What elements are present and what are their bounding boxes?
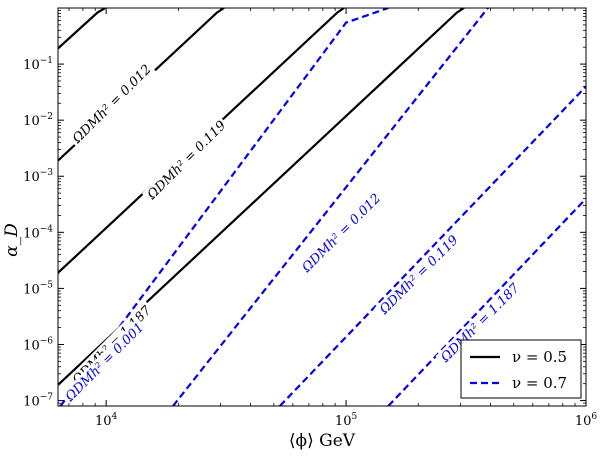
legend-label-0: ν = 0.5 <box>512 348 567 366</box>
legend: ν = 0.5 ν = 0.7 <box>460 339 582 399</box>
series-line-7 <box>387 197 586 406</box>
series-line-4 <box>59 8 389 406</box>
y-tick-label-5: 10−2 <box>23 112 53 129</box>
y-tick-label-4: 10−3 <box>23 168 53 185</box>
x-tick-label-1: 105 <box>335 412 358 429</box>
series-line-3 <box>58 8 465 386</box>
x-tick-label-0: 104 <box>95 412 118 429</box>
legend-box <box>460 339 582 399</box>
y-axis-label: α_D <box>2 223 22 257</box>
y-tick-label-0: 10−7 <box>23 393 53 410</box>
series-line-5 <box>172 8 489 406</box>
legend-label-1: ν = 0.7 <box>512 374 567 392</box>
plot-frame <box>57 7 587 407</box>
y-tick-label-1: 10−6 <box>23 336 53 353</box>
series-line-6 <box>279 85 586 406</box>
y-tick-label-3: 10−4 <box>23 224 53 241</box>
x-axis-label: ⟨ϕ⟩ GeV <box>289 431 356 451</box>
x-tick-label-2: 106 <box>575 412 598 429</box>
tick-layer: 104 105 106 10−7 10−6 10−5 10−4 10−3 10−2 10−1 <box>23 8 597 429</box>
y-tick-label-6: 10−1 <box>23 56 53 73</box>
y-tick-label-2: 10−5 <box>23 280 53 297</box>
series-line-0 <box>58 8 106 50</box>
